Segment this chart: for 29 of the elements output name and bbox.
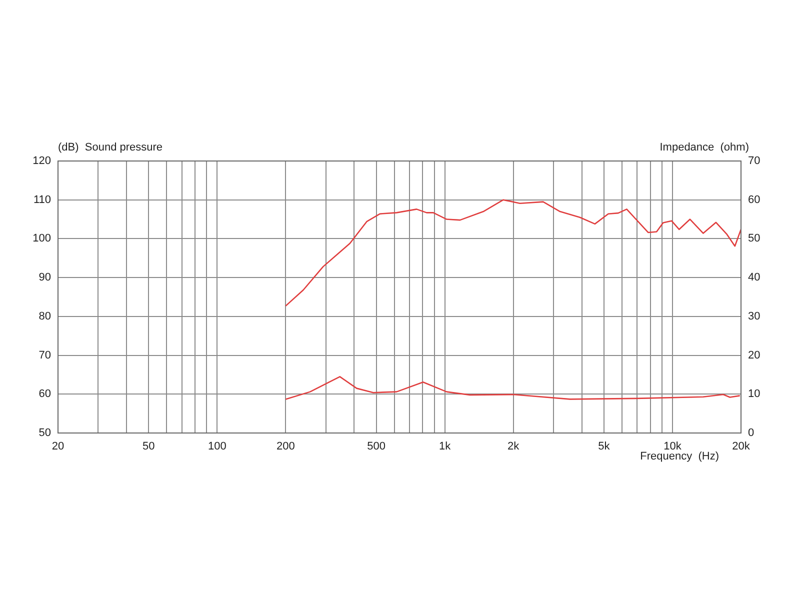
y2-tick-label: 20	[748, 349, 760, 362]
y-tick-label: 50	[38, 427, 51, 440]
x-tick-label: 20	[52, 440, 64, 453]
y-tick-label: 110	[33, 194, 51, 206]
y2-tick-label: 40	[748, 272, 760, 284]
x-tick-label: 500	[367, 440, 386, 453]
y-tick-label: 80	[38, 310, 51, 322]
x-tick-label: 10k	[664, 440, 682, 453]
y-tick-label: 70	[38, 349, 51, 362]
y2-tick-label: 10	[748, 388, 760, 400]
y2-tick-label: 0	[748, 427, 754, 440]
y2-tick-label: 70	[748, 155, 760, 168]
x-tick-label: 20k	[732, 440, 750, 453]
y-axis-title: (dB) Sound pressure	[58, 142, 163, 154]
x-axis-title: Frequency (Hz)	[640, 450, 719, 463]
y-tick-label: 90	[38, 272, 51, 284]
y2-axis-title: Impedance (ohm)	[660, 142, 749, 154]
y-tick-label: 60	[38, 388, 51, 400]
y2-tick-label: 30	[748, 310, 760, 322]
y2-tick-label: 50	[748, 232, 760, 245]
x-tick-label: 1k	[438, 440, 452, 453]
x-tick-label: 200	[276, 440, 295, 453]
x-tick-label: 50	[142, 440, 155, 453]
x-tick-label: 2k	[508, 440, 520, 453]
y-tick-label: 100	[32, 232, 51, 245]
x-tick-label: 100	[208, 440, 226, 453]
y2-tick-label: 60	[748, 194, 760, 206]
y-tick-label: 120	[32, 155, 51, 168]
x-tick-label: 5k	[598, 440, 610, 453]
